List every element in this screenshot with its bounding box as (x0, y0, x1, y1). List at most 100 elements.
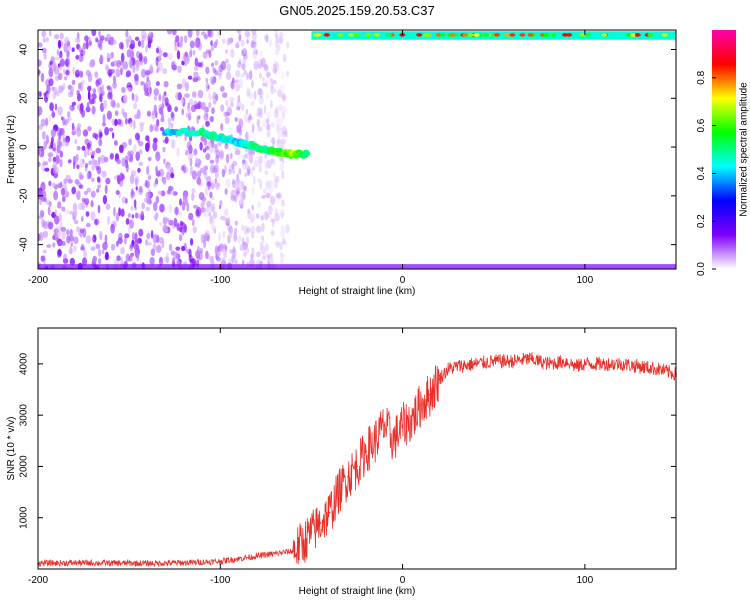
noise-speck (199, 247, 203, 254)
noise-speck (108, 127, 114, 132)
noise-speck (181, 108, 184, 116)
noise-speck (209, 191, 213, 199)
noise-speck (130, 252, 135, 257)
noise-speck (195, 250, 200, 259)
noise-speck (67, 111, 71, 118)
noise-speck (65, 58, 69, 67)
snr-data-point (547, 363, 550, 365)
noise-speck (86, 142, 91, 149)
noise-speck (214, 69, 219, 76)
noise-speck (230, 48, 235, 58)
noise-speck (233, 79, 236, 84)
snr-data-point (584, 363, 586, 365)
y-tick-label: 1000 (19, 506, 30, 529)
noise-speck (227, 234, 231, 244)
noise-speck (236, 189, 240, 197)
noise-speck (52, 164, 57, 175)
noise-speck (91, 30, 97, 37)
noise-speck (57, 238, 63, 247)
noise-speck (97, 39, 102, 48)
noise-speck (90, 200, 94, 208)
noise-speck (127, 151, 131, 159)
noise-speck (209, 164, 215, 174)
noise-speck (110, 69, 116, 74)
noise-speck (193, 149, 198, 156)
noise-speck (251, 30, 257, 35)
noise-speck (140, 81, 145, 86)
noise-speck (99, 93, 103, 103)
noise-speck (60, 226, 67, 232)
noise-speck (127, 87, 133, 92)
noise-speck (272, 160, 276, 167)
noise-speck (238, 127, 243, 136)
noise-speck (184, 93, 190, 98)
noise-speck (253, 47, 257, 55)
snr-data-point (657, 368, 659, 370)
noise-speck (191, 219, 195, 227)
noise-speck (265, 71, 271, 78)
noise-speck (66, 229, 70, 236)
noise-speck (251, 123, 255, 134)
noise-speck (205, 230, 210, 237)
noise-speck (133, 102, 138, 110)
noise-speck (156, 234, 160, 244)
noise-speck (245, 131, 248, 142)
noise-speck (189, 50, 193, 58)
noise-speck (93, 218, 100, 226)
noise-speck (147, 175, 152, 180)
noise-speck (130, 205, 134, 211)
noise-speck (115, 190, 120, 195)
noise-speck (219, 149, 225, 160)
noise-speck (72, 66, 75, 76)
noise-speck (189, 158, 193, 167)
noise-speck (164, 97, 169, 106)
noise-speck (210, 62, 214, 67)
noise-speck (272, 79, 277, 85)
noise-speck (48, 157, 52, 163)
noise-speck (247, 89, 250, 97)
noise-speck (134, 36, 140, 41)
noise-speck (40, 72, 45, 83)
noise-speck (210, 206, 215, 213)
noise-speck (196, 76, 201, 81)
noise-speck (155, 81, 160, 87)
noise-speck (46, 84, 51, 94)
noise-speck (105, 203, 111, 210)
noise-speck (128, 138, 133, 146)
noise-speck (111, 132, 115, 139)
noise-speck (235, 83, 241, 92)
noise-speck (43, 140, 47, 150)
noise-speck (282, 237, 286, 245)
noise-speck (157, 190, 163, 195)
noise-speck (45, 134, 50, 145)
noise-speck (184, 51, 188, 58)
noise-speck (82, 129, 89, 137)
noise-speck (80, 47, 84, 57)
noise-speck (59, 32, 64, 40)
noise-speck (153, 95, 157, 101)
noise-speck (264, 33, 269, 42)
noise-speck (175, 92, 180, 101)
snr-data-point (410, 419, 413, 422)
noise-speck (276, 123, 279, 133)
noise-speck (240, 73, 246, 78)
noise-speck (243, 185, 247, 191)
noise-speck (175, 35, 180, 43)
noise-speck (270, 159, 277, 164)
noise-speck (276, 139, 283, 148)
noise-speck (150, 248, 156, 257)
noise-speck (258, 95, 264, 105)
noise-speck (78, 202, 83, 211)
noise-speck (232, 178, 235, 185)
noise-speck (251, 80, 254, 89)
noise-speck (238, 58, 242, 65)
noise-speck (102, 195, 107, 205)
noise-speck (52, 147, 56, 152)
noise-speck (125, 253, 131, 262)
snr-data-point (438, 378, 440, 381)
noise-speck (133, 199, 137, 208)
noise-speck (147, 241, 153, 246)
y-tick-label: 4000 (19, 352, 30, 375)
noise-speck (134, 232, 138, 242)
noise-speck (50, 141, 54, 149)
